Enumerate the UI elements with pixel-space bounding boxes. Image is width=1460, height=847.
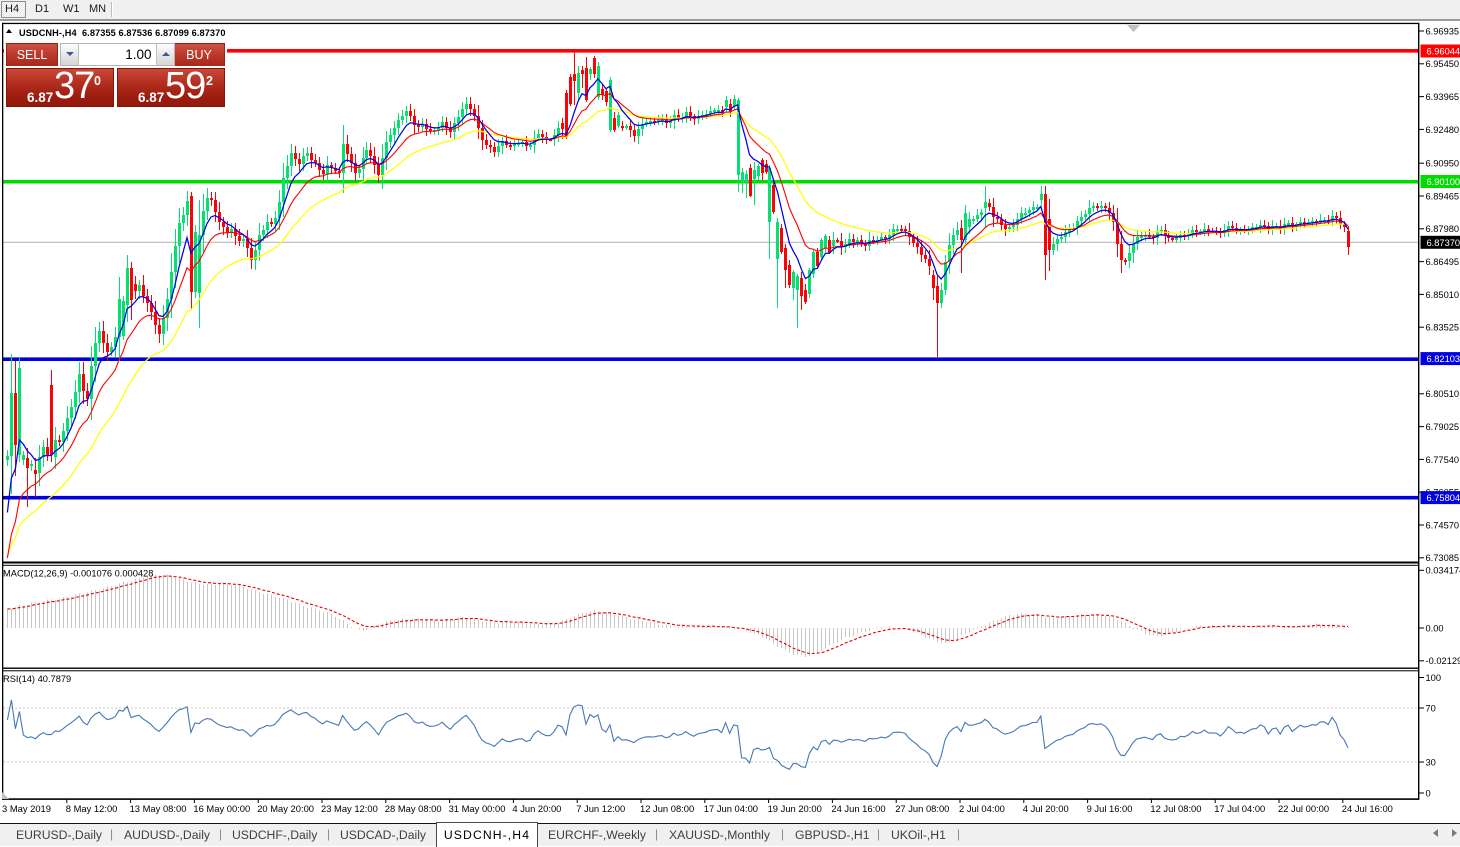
svg-text:0.00: 0.00 [1426, 623, 1444, 633]
svg-text:6.93965: 6.93965 [1426, 92, 1460, 102]
svg-text:6.83525: 6.83525 [1426, 323, 1460, 333]
svg-text:2 Jul 04:00: 2 Jul 04:00 [959, 803, 1005, 814]
svg-text:24 Jul 16:00: 24 Jul 16:00 [1342, 803, 1393, 814]
svg-text:100: 100 [1426, 673, 1442, 683]
svg-text:24 Jun 16:00: 24 Jun 16:00 [831, 803, 885, 814]
svg-text:17 Jul 04:00: 17 Jul 04:00 [1214, 803, 1265, 814]
svg-text:12 Jul 08:00: 12 Jul 08:00 [1150, 803, 1201, 814]
svg-text:20 May 20:00: 20 May 20:00 [257, 803, 314, 814]
svg-text:6.92480: 6.92480 [1426, 125, 1460, 135]
svg-text:MACD(12,26,9) -0.001076 0.0004: MACD(12,26,9) -0.001076 0.000428 [3, 568, 153, 578]
svg-text:6.96044: 6.96044 [1427, 47, 1460, 57]
svg-text:6.80510: 6.80510 [1426, 389, 1460, 399]
svg-text:70: 70 [1426, 703, 1436, 713]
svg-text:3 May 2019: 3 May 2019 [2, 803, 51, 814]
svg-text:27 Jun 08:00: 27 Jun 08:00 [895, 803, 949, 814]
svg-text:RSI(14) 40.7879: RSI(14) 40.7879 [3, 674, 71, 684]
svg-text:0.034174: 0.034174 [1426, 566, 1460, 576]
svg-text:4 Jul 20:00: 4 Jul 20:00 [1023, 803, 1069, 814]
svg-text:6.90950: 6.90950 [1426, 159, 1460, 169]
svg-text:6.75804: 6.75804 [1427, 493, 1460, 503]
svg-text:-0.021296: -0.021296 [1426, 656, 1460, 666]
svg-text:6.79025: 6.79025 [1426, 422, 1460, 432]
svg-text:6.85010: 6.85010 [1426, 290, 1460, 300]
svg-text:6.82103: 6.82103 [1427, 354, 1460, 364]
svg-text:6.77540: 6.77540 [1426, 455, 1460, 465]
svg-text:13 May 08:00: 13 May 08:00 [130, 803, 187, 814]
svg-text:6.87980: 6.87980 [1426, 224, 1460, 234]
svg-text:6.95450: 6.95450 [1426, 59, 1460, 69]
svg-text:6.86495: 6.86495 [1426, 257, 1460, 267]
svg-text:31 May 00:00: 31 May 00:00 [449, 803, 506, 814]
svg-text:6.87370: 6.87370 [1427, 238, 1460, 248]
svg-text:19 Jun 20:00: 19 Jun 20:00 [768, 803, 822, 814]
svg-text:6.90100: 6.90100 [1427, 177, 1460, 187]
svg-text:6.96935: 6.96935 [1426, 26, 1460, 36]
svg-text:30: 30 [1426, 757, 1436, 767]
svg-text:9 Jul 16:00: 9 Jul 16:00 [1087, 803, 1133, 814]
svg-text:12 Jun 08:00: 12 Jun 08:00 [640, 803, 694, 814]
svg-text:8 May 12:00: 8 May 12:00 [66, 803, 118, 814]
svg-text:7 Jun 12:00: 7 Jun 12:00 [576, 803, 625, 814]
svg-text:6.74570: 6.74570 [1426, 520, 1460, 530]
svg-text:22 Jul 00:00: 22 Jul 00:00 [1278, 803, 1329, 814]
svg-text:0: 0 [1426, 788, 1431, 798]
svg-text:17 Jun 04:00: 17 Jun 04:00 [704, 803, 758, 814]
svg-text:23 May 12:00: 23 May 12:00 [321, 803, 378, 814]
svg-text:28 May 08:00: 28 May 08:00 [385, 803, 442, 814]
svg-text:6.73085: 6.73085 [1426, 553, 1460, 563]
svg-text:16 May 00:00: 16 May 00:00 [193, 803, 250, 814]
svg-text:4 Jun 20:00: 4 Jun 20:00 [512, 803, 561, 814]
svg-text:6.89465: 6.89465 [1426, 191, 1460, 201]
